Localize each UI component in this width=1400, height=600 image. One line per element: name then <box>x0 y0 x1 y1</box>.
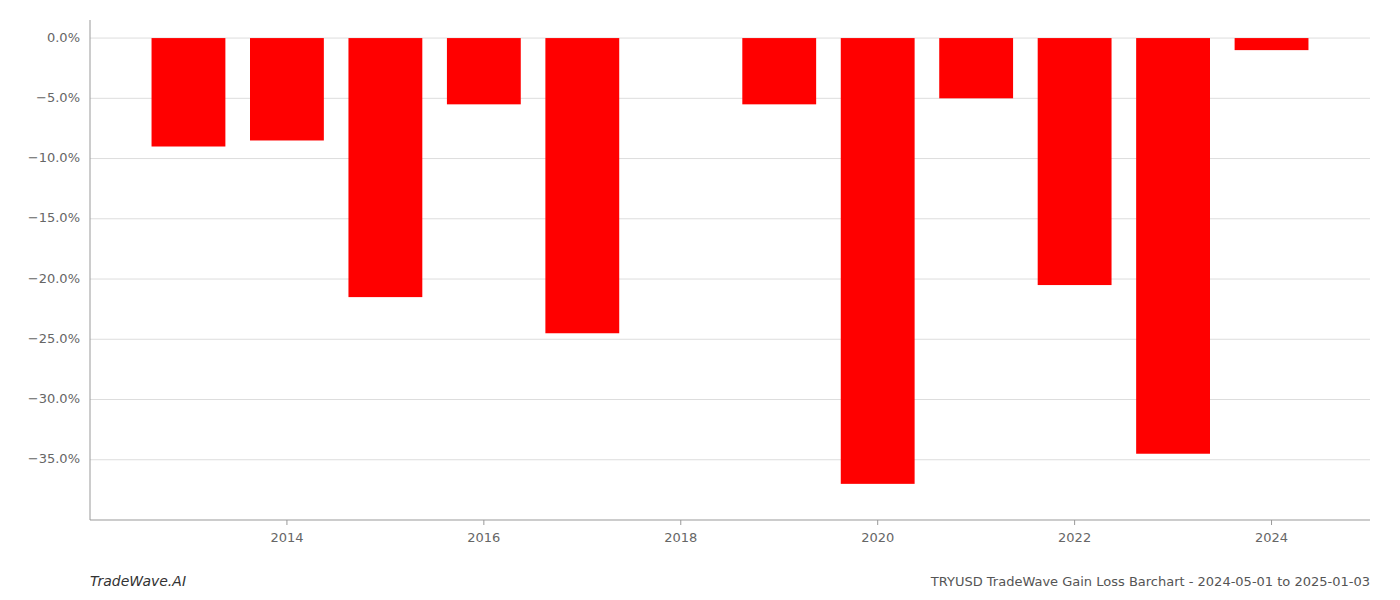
bar <box>447 38 521 104</box>
y-tick-label: −30.0% <box>28 391 80 406</box>
x-tick <box>680 520 681 525</box>
x-tick-label: 2022 <box>1058 530 1091 545</box>
x-tick-label: 2014 <box>270 530 303 545</box>
x-tick <box>483 520 484 525</box>
bar <box>545 38 619 333</box>
chart: 0.0% −5.0% −10.0% −15.0% −20.0% −25.0% −30.0% −… <box>0 0 1400 600</box>
y-tick-label: 0.0% <box>47 30 80 45</box>
x-tick-label: 2018 <box>664 530 697 545</box>
bar <box>348 38 422 297</box>
bar <box>250 38 324 140</box>
bar <box>152 38 226 146</box>
bars <box>152 38 1309 484</box>
grid-line <box>90 459 1370 460</box>
x-tick <box>286 520 287 525</box>
bar <box>644 38 718 39</box>
y-tick-label: −35.0% <box>28 451 80 466</box>
y-grid <box>90 38 1370 460</box>
x-tick-label: 2020 <box>861 530 894 545</box>
title: TRYUSD TradeWave Gain Loss Barchart - 20… <box>930 574 1370 589</box>
x-tick <box>1074 520 1075 525</box>
x-axis: 2014 2016 2018 2020 2022 2024 <box>90 520 1370 545</box>
watermark: TradeWave.AI <box>90 573 186 589</box>
y-tick-label: −20.0% <box>28 271 80 286</box>
bar <box>1136 38 1210 454</box>
y-axis-line <box>90 20 91 520</box>
y-tick-label: −10.0% <box>28 150 80 165</box>
x-axis-line <box>90 520 1370 521</box>
bar <box>1235 38 1309 50</box>
bar <box>939 38 1013 98</box>
x-tick-label: 2016 <box>467 530 500 545</box>
x-tick <box>877 520 878 525</box>
y-tick-label: −5.0% <box>36 90 80 105</box>
bar <box>742 38 816 104</box>
x-tick-label: 2024 <box>1255 530 1288 545</box>
y-axis: 0.0% −5.0% −10.0% −15.0% −20.0% −25.0% −30.0% −… <box>28 20 90 520</box>
y-tick-label: −25.0% <box>28 331 80 346</box>
bar <box>841 38 915 484</box>
bar <box>1038 38 1112 285</box>
y-tick-label: −15.0% <box>28 210 80 225</box>
x-tick <box>1271 520 1272 525</box>
chart-container: 0.0% −5.0% −10.0% −15.0% −20.0% −25.0% −30.0% −… <box>0 0 1400 600</box>
